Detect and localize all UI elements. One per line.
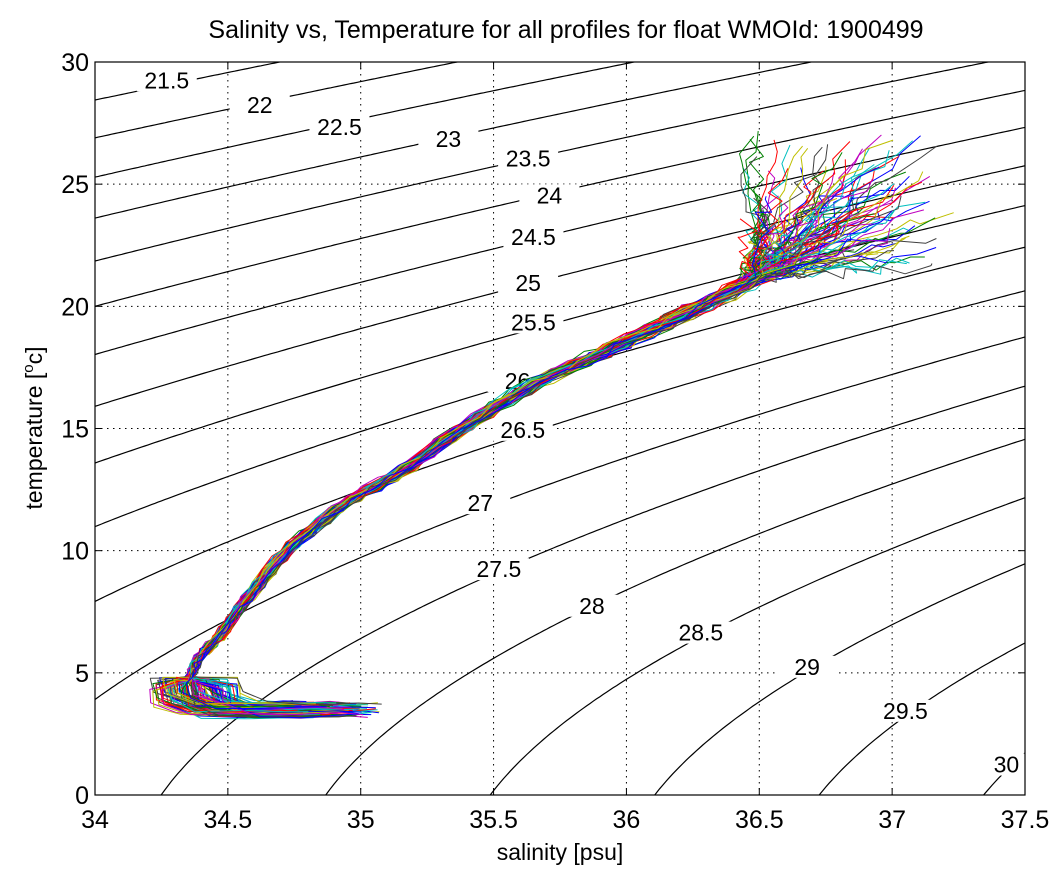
- contour-label-backdrop: [492, 418, 553, 441]
- x-tick-label: 36.5: [735, 806, 784, 834]
- chart-title: Salinity vs, Temperature for all profile…: [208, 16, 923, 44]
- density-contour-line: [95, 62, 992, 262]
- contour-label-backdrop: [976, 753, 1037, 776]
- contour-label: 29.5: [883, 698, 928, 724]
- contour-label: 25.5: [511, 309, 556, 335]
- y-tick-label: 25: [61, 171, 89, 199]
- density-contour-line: [325, 438, 1025, 795]
- x-tick-label: 35.5: [469, 806, 518, 834]
- contour-label: 27.5: [477, 556, 522, 582]
- y-tick-label: 15: [61, 416, 89, 444]
- contour-label-backdrop: [309, 115, 370, 138]
- x-tick-label: 37.5: [1001, 806, 1050, 834]
- y-tick-label: 10: [61, 538, 89, 566]
- contour-label-backdrop: [670, 621, 731, 644]
- x-tick-label: 36: [613, 806, 641, 834]
- density-contour-line: [95, 290, 1025, 602]
- x-tick-label: 34.5: [204, 806, 253, 834]
- contour-label-backdrop: [561, 594, 622, 617]
- x-tick-labels: 34 34.5 35 35.5 36 36.5 37 37.5: [81, 806, 1049, 834]
- contour-label: 23.5: [506, 146, 551, 172]
- density-contour-line: [95, 165, 1025, 407]
- y-axis-label-superscript: o: [20, 364, 37, 372]
- contour-label-backdrop: [777, 655, 838, 678]
- profile-line: [189, 197, 772, 706]
- contour-label: 28.5: [678, 620, 723, 646]
- contour-label: 24: [537, 182, 563, 208]
- density-contour-line: [160, 385, 1025, 795]
- density-contour-line: [95, 62, 638, 178]
- density-contour-line: [489, 497, 1025, 795]
- contour-label: 22: [247, 92, 273, 118]
- contour-label-backdrop: [498, 272, 559, 295]
- density-contour-line: [95, 62, 283, 101]
- contour-label-backdrop: [418, 128, 479, 151]
- contour-label-backdrop: [468, 558, 529, 581]
- contour-label: 29: [794, 654, 820, 680]
- contour-label: 30: [994, 752, 1020, 778]
- contour-label-backdrop: [503, 311, 564, 334]
- contour-label: 26.5: [500, 417, 545, 443]
- y-tick-label: 30: [61, 49, 89, 77]
- contour-label-backdrop: [498, 147, 559, 170]
- y-axis-label-end: c]: [21, 346, 47, 364]
- contour-label: 25: [515, 270, 541, 296]
- profile-line: [185, 196, 773, 710]
- contour-label-backdrop: [450, 492, 511, 515]
- y-tick-label: 0: [75, 782, 89, 810]
- y-tick-labels: 0 5 10 15 20 25 30: [61, 49, 89, 810]
- x-axis-label: salinity [psu]: [497, 839, 624, 865]
- contour-label: 28: [579, 593, 605, 619]
- profile-series: [149, 131, 954, 720]
- x-tick-label: 34: [81, 806, 109, 834]
- contour-label-backdrop: [503, 225, 564, 248]
- contour-label-backdrop: [875, 699, 936, 722]
- density-contour-line: [95, 62, 815, 219]
- contour-label: 24.5: [511, 224, 556, 250]
- contour-label: 21.5: [144, 67, 189, 93]
- contour-label-backdrop: [519, 184, 580, 207]
- y-tick-label: 5: [75, 660, 89, 688]
- x-tick-label: 35: [347, 806, 375, 834]
- y-axis-label: temperature [oc]: [20, 346, 47, 509]
- contour-label: 22.5: [317, 114, 362, 140]
- y-axis-label-main: temperature [: [21, 372, 47, 509]
- axis-ticks: [94, 61, 1026, 796]
- density-contour-line: [95, 336, 1025, 700]
- contour-label-backdrop: [136, 69, 197, 92]
- y-tick-label: 20: [61, 293, 89, 321]
- contour-label-backdrop: [229, 93, 290, 116]
- profile-line: [173, 193, 890, 705]
- contour-label: 27: [467, 490, 493, 516]
- contour-label: 23: [436, 126, 462, 152]
- x-tick-label: 37: [878, 806, 906, 834]
